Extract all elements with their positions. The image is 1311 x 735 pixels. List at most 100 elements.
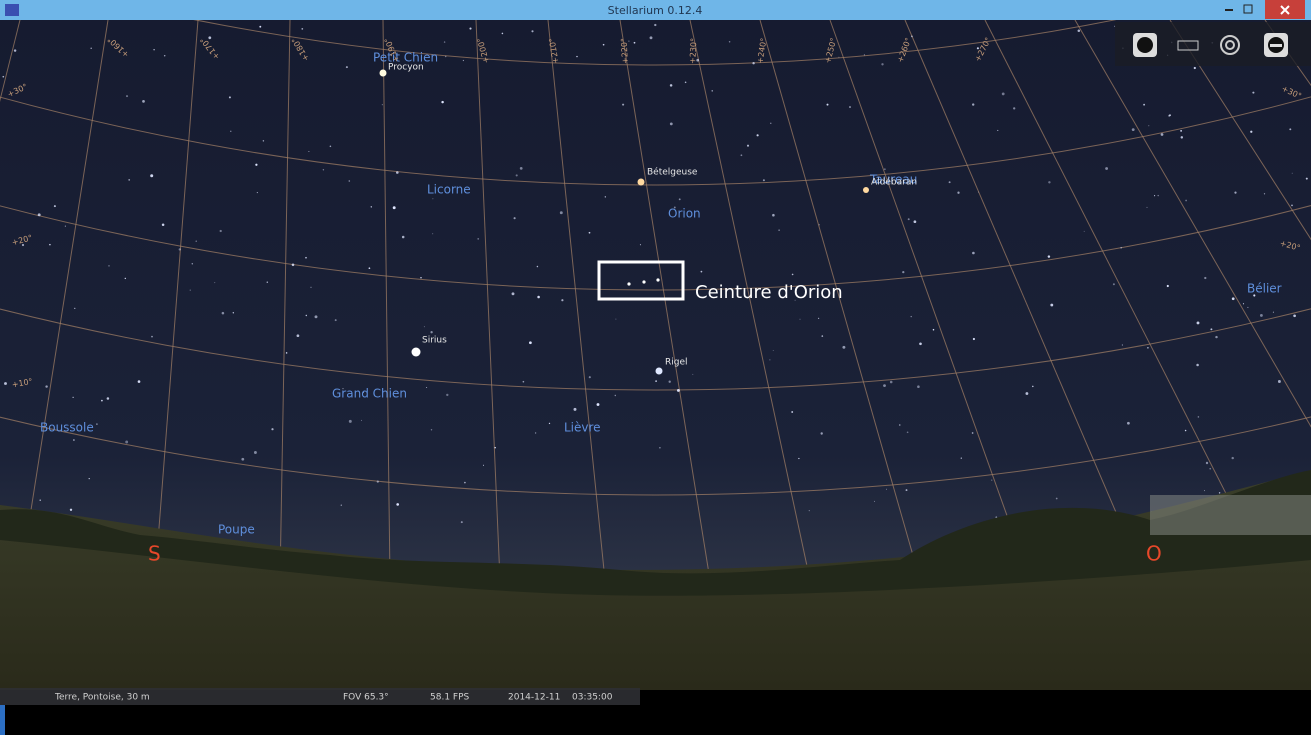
faint-star — [1250, 131, 1252, 133]
faint-star — [138, 380, 141, 383]
faint-star — [1025, 392, 1028, 395]
faint-star — [747, 145, 749, 147]
faint-star — [821, 335, 823, 337]
faint-star — [659, 447, 661, 449]
faint-star — [1293, 314, 1296, 317]
faint-star — [220, 230, 222, 232]
faint-star — [560, 211, 563, 214]
constellation-label: Poupe — [218, 523, 255, 537]
faint-star — [908, 218, 910, 220]
faint-star — [800, 319, 801, 320]
faint-star — [292, 264, 295, 267]
grid-label: +230° — [688, 38, 698, 64]
constellation-label: Boussole — [40, 421, 94, 435]
faint-star — [502, 33, 504, 35]
faint-star — [752, 62, 754, 64]
faint-star — [1161, 133, 1164, 136]
faint-star — [402, 236, 405, 239]
faint-star — [461, 521, 463, 523]
faint-star — [1204, 490, 1205, 491]
faint-star — [179, 248, 181, 250]
faint-star — [45, 385, 47, 387]
faint-star — [306, 315, 307, 316]
window-title: Stellarium 0.12.4 — [608, 4, 703, 17]
grid-label: +220° — [620, 38, 630, 64]
faint-star — [315, 315, 318, 318]
house — [1150, 495, 1311, 535]
faint-star — [153, 49, 154, 50]
faint-star — [1289, 128, 1291, 130]
toolbar — [1115, 22, 1311, 66]
faint-star — [1169, 114, 1171, 116]
faint-star — [757, 134, 759, 136]
faint-star — [38, 213, 41, 216]
faint-star — [770, 123, 771, 124]
faint-star — [348, 180, 350, 182]
faint-star — [881, 63, 883, 65]
faint-star — [531, 30, 533, 32]
faint-star — [919, 342, 922, 345]
faint-star — [308, 151, 309, 152]
faint-star — [1154, 195, 1155, 196]
faint-star — [126, 95, 128, 97]
faint-star — [1048, 181, 1050, 183]
faint-star — [589, 376, 591, 378]
faint-star — [589, 232, 591, 234]
faint-star — [949, 181, 951, 183]
faint-star — [151, 336, 153, 338]
faint-star — [1198, 416, 1200, 418]
faint-star — [214, 282, 215, 283]
faint-star — [1105, 167, 1108, 170]
faint-star — [899, 424, 900, 425]
faint-star — [40, 500, 41, 501]
faint-star — [444, 41, 445, 42]
faint-star — [424, 326, 425, 327]
faint-star — [196, 241, 197, 242]
faint-star — [49, 244, 51, 246]
faint-star — [778, 229, 780, 231]
faint-star — [1196, 364, 1199, 367]
faint-star — [677, 389, 680, 392]
faint-star — [773, 350, 774, 351]
faint-star — [911, 316, 912, 317]
faint-star — [906, 489, 908, 491]
faint-star — [14, 49, 16, 51]
faint-star — [164, 55, 165, 56]
faint-star — [430, 331, 432, 333]
faint-star — [523, 381, 525, 383]
faint-star — [341, 505, 342, 506]
faint-star — [1013, 107, 1015, 109]
faint-star — [192, 263, 193, 264]
faint-star — [1232, 297, 1235, 300]
faint-star — [1234, 192, 1236, 194]
faint-star — [842, 346, 845, 349]
faint-star — [469, 28, 471, 30]
faint-star — [255, 164, 257, 166]
faint-star — [150, 174, 153, 177]
faint-star — [301, 28, 303, 30]
faint-star — [838, 57, 839, 58]
minimize-button[interactable] — [1225, 9, 1233, 11]
faint-star — [330, 146, 332, 148]
faint-star — [70, 509, 72, 511]
faint-star — [669, 381, 671, 383]
faint-star — [597, 403, 600, 406]
faint-star — [615, 319, 616, 320]
faint-star — [1157, 195, 1158, 196]
faint-star — [741, 154, 743, 156]
faint-star — [441, 101, 443, 103]
faint-star — [259, 26, 261, 28]
faint-star — [494, 447, 496, 449]
faint-star — [1132, 128, 1135, 131]
faint-star — [361, 420, 362, 421]
faint-star — [701, 271, 703, 273]
faint-star — [1206, 462, 1208, 464]
date: 2014-12-11 — [508, 693, 560, 703]
faint-star — [432, 233, 433, 234]
faint-star — [772, 214, 775, 217]
faint-star — [849, 106, 851, 108]
faint-star — [349, 420, 352, 423]
constellation-label: Licorne — [427, 183, 471, 197]
faint-star — [972, 103, 974, 105]
faint-star — [791, 411, 793, 413]
